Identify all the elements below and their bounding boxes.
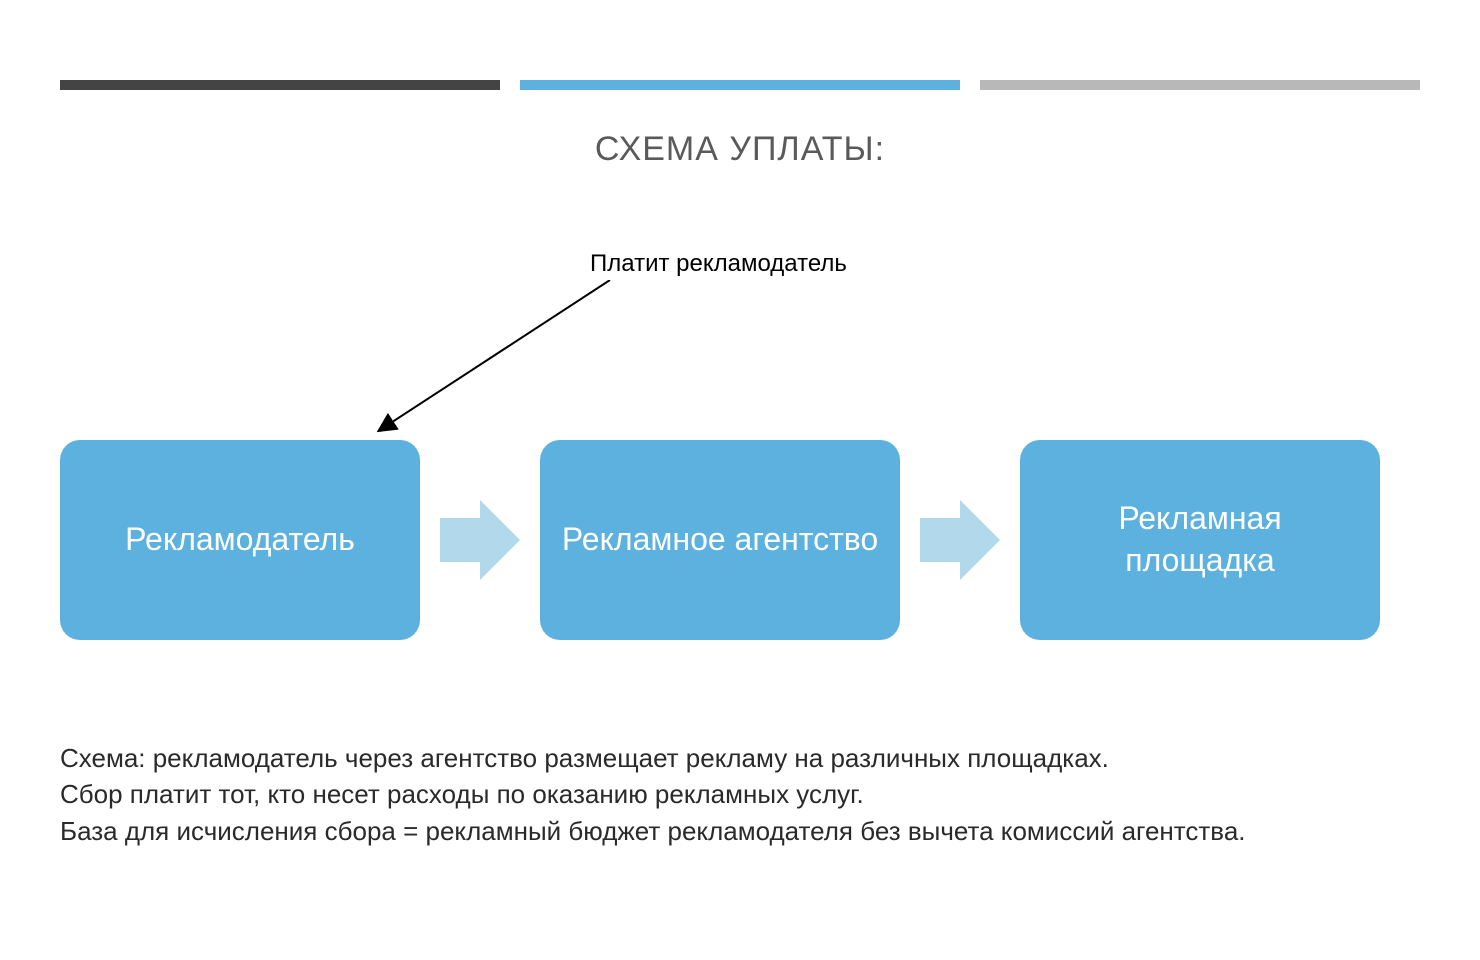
chevron-right-icon [920, 500, 1000, 580]
flow-arrow-2 [920, 500, 1000, 580]
node-agency: Рекламное агентство [540, 440, 900, 640]
description-line-1: Схема: рекламодатель через агентство раз… [60, 740, 1420, 776]
annotation-arrow [370, 280, 630, 440]
flowchart: Рекламодатель Рекламное агентство Реклам… [60, 440, 1420, 640]
chevron-right-icon [440, 500, 520, 580]
flow-arrow-1 [440, 500, 520, 580]
top-progress-bars [60, 80, 1420, 90]
node-platform: Рекламная площадка [1020, 440, 1380, 640]
bar-segment-1 [60, 80, 500, 90]
annotation-label: Платит рекламодатель [590, 250, 847, 278]
node-advertiser: Рекламодатель [60, 440, 420, 640]
bar-segment-3 [980, 80, 1420, 90]
bar-segment-2 [520, 80, 960, 90]
description-text: Схема: рекламодатель через агентство раз… [60, 740, 1420, 849]
description-line-3: База для исчисления сбора = рекламный бю… [60, 813, 1420, 849]
description-line-2: Сбор платит тот, кто несет расходы по ок… [60, 776, 1420, 812]
page-title: СХЕМА УПЛАТЫ: [0, 130, 1480, 169]
